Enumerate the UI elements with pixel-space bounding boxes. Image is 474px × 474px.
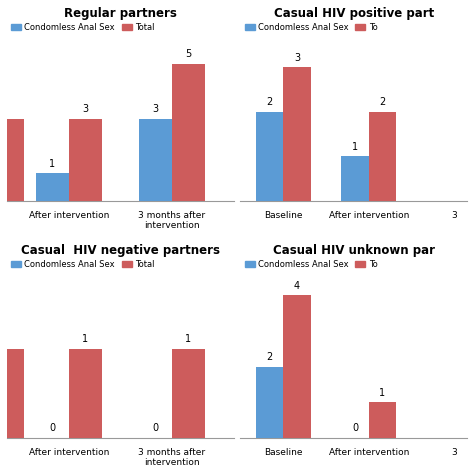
Text: 3: 3 <box>294 53 300 63</box>
Bar <box>172 349 205 438</box>
Bar <box>283 295 310 438</box>
Text: 1: 1 <box>379 388 385 398</box>
Text: 2: 2 <box>266 97 273 107</box>
Text: 1: 1 <box>49 159 55 169</box>
Legend: Condomless Anal Sex, To: Condomless Anal Sex, To <box>245 23 377 32</box>
Bar <box>172 64 205 201</box>
Text: 0: 0 <box>152 423 158 433</box>
Title: Casual HIV positive part: Casual HIV positive part <box>273 7 434 20</box>
Text: 1: 1 <box>352 142 358 152</box>
Bar <box>369 402 396 438</box>
Bar <box>341 156 369 201</box>
Legend: Condomless Anal Sex, Total: Condomless Anal Sex, Total <box>11 260 155 269</box>
Title: Casual HIV unknown par: Casual HIV unknown par <box>273 244 435 257</box>
Text: 5: 5 <box>185 49 191 59</box>
Text: 1: 1 <box>185 334 191 344</box>
Bar <box>0 349 25 438</box>
Bar <box>69 118 102 201</box>
Text: 0: 0 <box>352 423 358 433</box>
Text: 2: 2 <box>379 97 385 107</box>
Text: 2: 2 <box>266 352 273 362</box>
Title: Casual  HIV negative partners: Casual HIV negative partners <box>21 244 220 257</box>
Title: Regular partners: Regular partners <box>64 7 177 20</box>
Text: 3: 3 <box>82 104 88 114</box>
Text: 3: 3 <box>152 104 158 114</box>
Bar <box>256 366 283 438</box>
Bar <box>369 112 396 201</box>
Bar <box>139 118 172 201</box>
Bar <box>36 173 69 201</box>
Legend: Condomless Anal Sex, Total: Condomless Anal Sex, Total <box>11 23 155 32</box>
Bar <box>0 118 25 201</box>
Bar <box>69 349 102 438</box>
Bar <box>283 67 310 201</box>
Legend: Condomless Anal Sex, To: Condomless Anal Sex, To <box>245 260 377 269</box>
Text: 4: 4 <box>294 281 300 291</box>
Text: 0: 0 <box>49 423 55 433</box>
Text: 1: 1 <box>82 334 88 344</box>
Bar <box>256 112 283 201</box>
